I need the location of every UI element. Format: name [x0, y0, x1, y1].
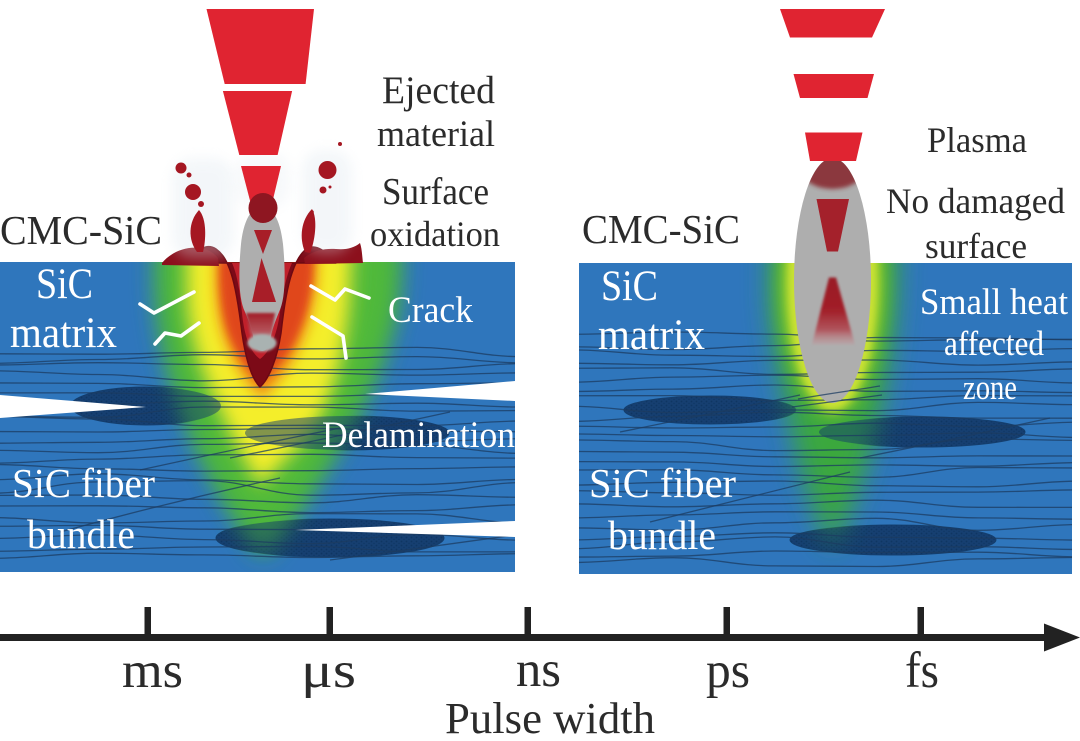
svg-text:Small heat: Small heat	[920, 282, 1069, 323]
svg-text:ns: ns	[516, 642, 561, 698]
svg-text:CMC-SiC: CMC-SiC	[0, 207, 162, 253]
svg-text:SiC fiber: SiC fiber	[12, 460, 155, 506]
svg-text:μs: μs	[301, 643, 356, 699]
svg-text:Ejected: Ejected	[382, 69, 495, 112]
svg-text:ms: ms	[122, 643, 183, 699]
svg-text:Crack: Crack	[388, 290, 473, 331]
svg-text:CMC-SiC: CMC-SiC	[582, 206, 740, 252]
svg-text:zone: zone	[963, 368, 1017, 407]
svg-text:oxidation: oxidation	[370, 214, 500, 254]
svg-text:Surface: Surface	[382, 171, 489, 213]
svg-text:material: material	[377, 114, 495, 155]
svg-text:No damaged: No damaged	[886, 181, 1065, 221]
svg-text:ps: ps	[706, 643, 750, 699]
svg-text:bundle: bundle	[608, 512, 716, 558]
svg-text:Pulse width: Pulse width	[445, 694, 655, 741]
svg-text:SiC fiber: SiC fiber	[589, 460, 736, 506]
svg-text:Delamination: Delamination	[322, 415, 515, 456]
svg-text:matrix: matrix	[598, 312, 705, 359]
svg-text:SiC: SiC	[36, 261, 93, 308]
svg-text:SiC: SiC	[601, 263, 658, 310]
svg-text:bundle: bundle	[27, 511, 135, 557]
svg-text:surface: surface	[925, 226, 1027, 266]
svg-text:fs: fs	[905, 643, 939, 699]
svg-text:Plasma: Plasma	[927, 120, 1027, 160]
svg-text:matrix: matrix	[10, 310, 117, 357]
svg-text:affected: affected	[944, 324, 1044, 363]
